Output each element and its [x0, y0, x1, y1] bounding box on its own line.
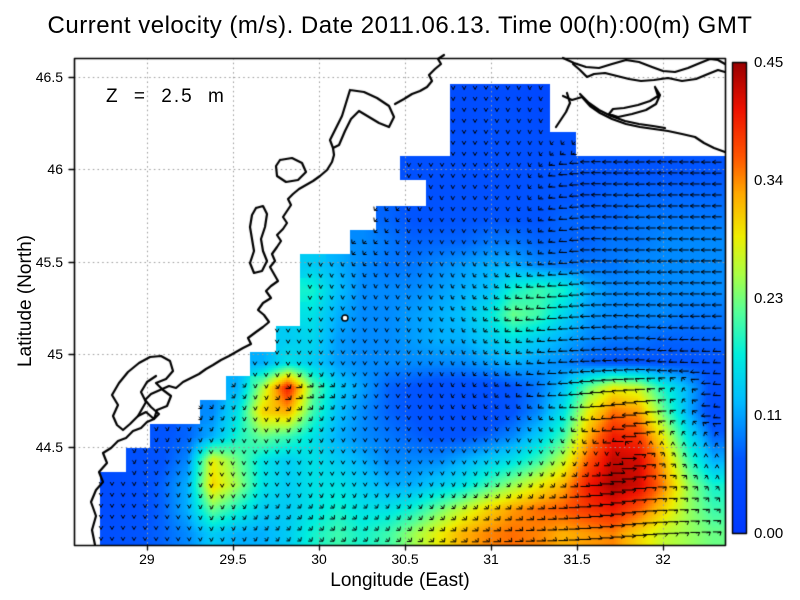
- depth-annotation: Z = 2.5 m: [106, 86, 226, 107]
- x-tick-label-31: 31: [483, 551, 499, 567]
- x-tick-label-30.5: 30.5: [391, 551, 419, 567]
- x-tick-label-29.5: 29.5: [219, 551, 247, 567]
- colorbar-tick-label-0.45: 0.45: [754, 54, 784, 71]
- x-tick-label-31.5: 31.5: [563, 551, 591, 567]
- colorbar-tick-label-0.34: 0.34: [754, 171, 784, 189]
- colorbar-tick-label-0.11: 0.11: [754, 407, 783, 425]
- colorbar-tick-label-0.00: 0.00: [754, 525, 784, 542]
- x-tick-label-32: 32: [655, 551, 671, 567]
- x-tick-label-30: 30: [311, 551, 327, 567]
- y-tick-label-44.5: 44.5: [35, 438, 63, 455]
- colorbar-tick-label-0.23: 0.23: [754, 289, 784, 307]
- y-tick-label-46: 46: [47, 161, 63, 178]
- chart-title: Current velocity (m/s). Date 2011.06.13.…: [47, 12, 753, 39]
- x-axis-label: Longitude (East): [330, 570, 470, 591]
- y-tick-label-45: 45: [47, 346, 63, 363]
- y-tick-label-46.5: 46.5: [35, 68, 63, 85]
- y-tick-label-45.5: 45.5: [35, 253, 63, 270]
- x-tick-label-29: 29: [139, 551, 155, 567]
